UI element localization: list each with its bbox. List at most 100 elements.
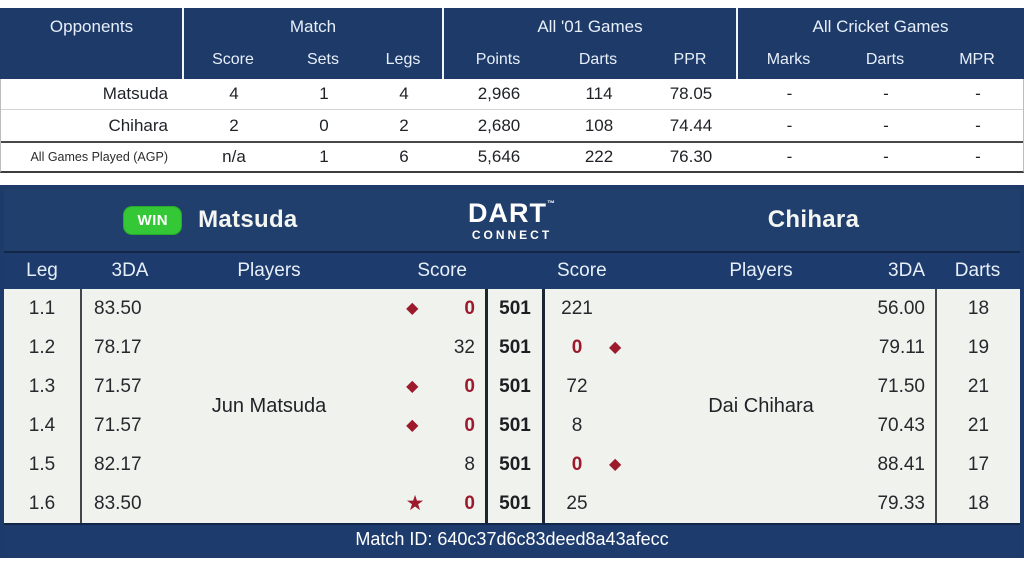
left-player-name: Matsuda bbox=[198, 206, 298, 233]
right-player-block: Chihara bbox=[607, 206, 1020, 234]
p1-3da-value: 82.17 bbox=[80, 445, 180, 484]
p1-score-cell: ◆ 0 bbox=[358, 289, 485, 328]
summary-row: Chihara 2 0 2 2,680 108 74.44 - - - bbox=[1, 110, 1023, 141]
p1-score-value: 0 bbox=[464, 414, 475, 436]
stat-value: 1 bbox=[319, 84, 329, 103]
column-group-label: All Cricket Games bbox=[812, 17, 949, 36]
stat-value: - bbox=[786, 147, 793, 166]
p1-score-cell: ◆ 0 bbox=[358, 367, 485, 406]
stat-value: - bbox=[883, 147, 889, 166]
stat-value: - bbox=[975, 84, 981, 103]
p2-score-cell: 0 ◆ bbox=[545, 445, 672, 484]
p1-score-value: 8 bbox=[464, 453, 475, 475]
p1-score-value: 32 bbox=[453, 336, 475, 358]
legs-column-header: Score bbox=[557, 260, 607, 281]
stat-value: 78.05 bbox=[669, 84, 713, 103]
p2-score-value: 8 bbox=[571, 414, 583, 436]
stat-value: - bbox=[975, 115, 981, 135]
p1-full-name: Jun Matsuda bbox=[211, 394, 327, 417]
p2-score-value: 0 bbox=[571, 336, 583, 358]
legs-column-header: Score bbox=[417, 260, 467, 281]
leg-number: 1.2 bbox=[28, 336, 56, 358]
summary-row: Matsuda 4 1 4 2,966 114 78.05 - - - bbox=[1, 79, 1023, 110]
p2-full-name: Dai Chihara bbox=[708, 394, 814, 417]
leg-number: 1.1 bbox=[28, 297, 56, 319]
column-header: Legs bbox=[385, 51, 421, 68]
match-detail-panel: WIN Matsuda DART™ CONNECT Chihara Leg 3DA… bbox=[0, 185, 1024, 558]
game-type-value: 501 bbox=[485, 445, 545, 484]
p2-score-cell: 72 bbox=[545, 367, 672, 406]
p2-score-cell: 25 bbox=[545, 484, 672, 523]
p1-score-cell: 32 bbox=[358, 328, 485, 367]
column-group-label: Opponents bbox=[49, 17, 134, 36]
stat-value: 4 bbox=[399, 84, 409, 103]
game-type-value: 501 bbox=[485, 367, 545, 406]
stat-value: n/a bbox=[222, 147, 246, 166]
stat-value: 5,646 bbox=[477, 147, 521, 166]
stat-value: - bbox=[883, 115, 889, 135]
column-group-label: Match bbox=[289, 17, 337, 36]
summary-header: Opponents Match Score Sets Legs All '01 Games… bbox=[0, 8, 1024, 79]
leg-number: 1.6 bbox=[28, 492, 56, 514]
match-summary-table: Opponents Match Score Sets Legs All '01 Games… bbox=[0, 8, 1024, 173]
match-id-bar: Match ID: 640c37d6c83deed8a43afecc bbox=[4, 523, 1020, 554]
p1-score-value: 0 bbox=[464, 297, 475, 319]
darts-count-value: 18 bbox=[935, 289, 1020, 328]
right-player-name: Chihara bbox=[767, 206, 860, 233]
match-banner: WIN Matsuda DART™ CONNECT Chihara bbox=[4, 189, 1020, 253]
p2-score-cell: 8 bbox=[545, 406, 672, 445]
summary-body: Matsuda 4 1 4 2,966 114 78.05 - - - Chihara 2 0 2 2,68… bbox=[0, 79, 1024, 173]
p2-3da-value: 70.43 bbox=[877, 414, 925, 436]
stat-value: 0 bbox=[319, 115, 329, 135]
header-divider bbox=[442, 8, 444, 79]
stat-value: 6 bbox=[399, 147, 409, 166]
p1-3da-value: 71.57 bbox=[80, 406, 180, 445]
trademark-symbol: ™ bbox=[547, 198, 556, 208]
p1-score-value: 0 bbox=[464, 375, 475, 397]
game-type-value: 501 bbox=[485, 406, 545, 445]
stat-value: - bbox=[786, 84, 793, 103]
legs-column-header: Leg bbox=[26, 260, 58, 281]
column-header: Sets bbox=[306, 51, 339, 68]
darts-count-value: 18 bbox=[935, 484, 1020, 523]
game-type-value: 501 bbox=[485, 484, 545, 523]
darts-count-value: 17 bbox=[935, 445, 1020, 484]
column-header: Darts bbox=[578, 51, 618, 68]
legs-column-header: 3DA bbox=[888, 260, 925, 281]
leg-win-diamond-icon: ◆ bbox=[609, 338, 622, 356]
p2-score-value: 0 bbox=[571, 453, 583, 475]
p2-3da-value: 79.33 bbox=[877, 492, 925, 514]
p2-3da-value: 79.11 bbox=[878, 336, 925, 358]
stat-value: 4 bbox=[229, 84, 239, 103]
stat-value: 2 bbox=[399, 115, 409, 135]
leg-win-diamond-icon: ◆ bbox=[609, 455, 622, 473]
opponent-name: Matsuda bbox=[102, 84, 168, 103]
column-group-label: All '01 Games bbox=[537, 17, 643, 36]
p2-score-cell: 0 ◆ bbox=[545, 328, 672, 367]
stat-value: - bbox=[883, 84, 889, 103]
column-header: MPR bbox=[959, 51, 995, 68]
leg-number: 1.5 bbox=[28, 453, 56, 475]
legs-column-header bbox=[485, 253, 545, 289]
p2-score-value: 221 bbox=[561, 297, 593, 319]
leg-win-diamond-icon: ◆ bbox=[406, 299, 419, 317]
darts-count-value: 21 bbox=[935, 406, 1020, 445]
p1-3da-value: 83.50 bbox=[80, 289, 180, 328]
column-header: Marks bbox=[766, 51, 811, 68]
leg-win-diamond-icon: ◆ bbox=[406, 416, 419, 434]
header-divider bbox=[736, 8, 738, 79]
p1-score-value: 0 bbox=[464, 492, 475, 514]
stat-value: 108 bbox=[584, 115, 614, 135]
stat-value: - bbox=[975, 147, 981, 166]
legs-column-header: Darts bbox=[954, 260, 1001, 281]
opponent-name: All Games Played (AGP) bbox=[30, 150, 168, 164]
darts-count-value: 21 bbox=[935, 367, 1020, 406]
p1-3da-value: 83.50 bbox=[80, 484, 180, 523]
p2-score-cell: 221 bbox=[545, 289, 672, 328]
dartconnect-logo: DART™ CONNECT bbox=[417, 198, 607, 241]
match-id-text: Match ID: 640c37d6c83deed8a43afecc bbox=[355, 529, 669, 549]
column-header: Score bbox=[212, 51, 254, 68]
header-divider bbox=[182, 8, 184, 79]
p2-score-value: 72 bbox=[566, 375, 588, 397]
p2-3da-value: 88.41 bbox=[877, 453, 925, 475]
